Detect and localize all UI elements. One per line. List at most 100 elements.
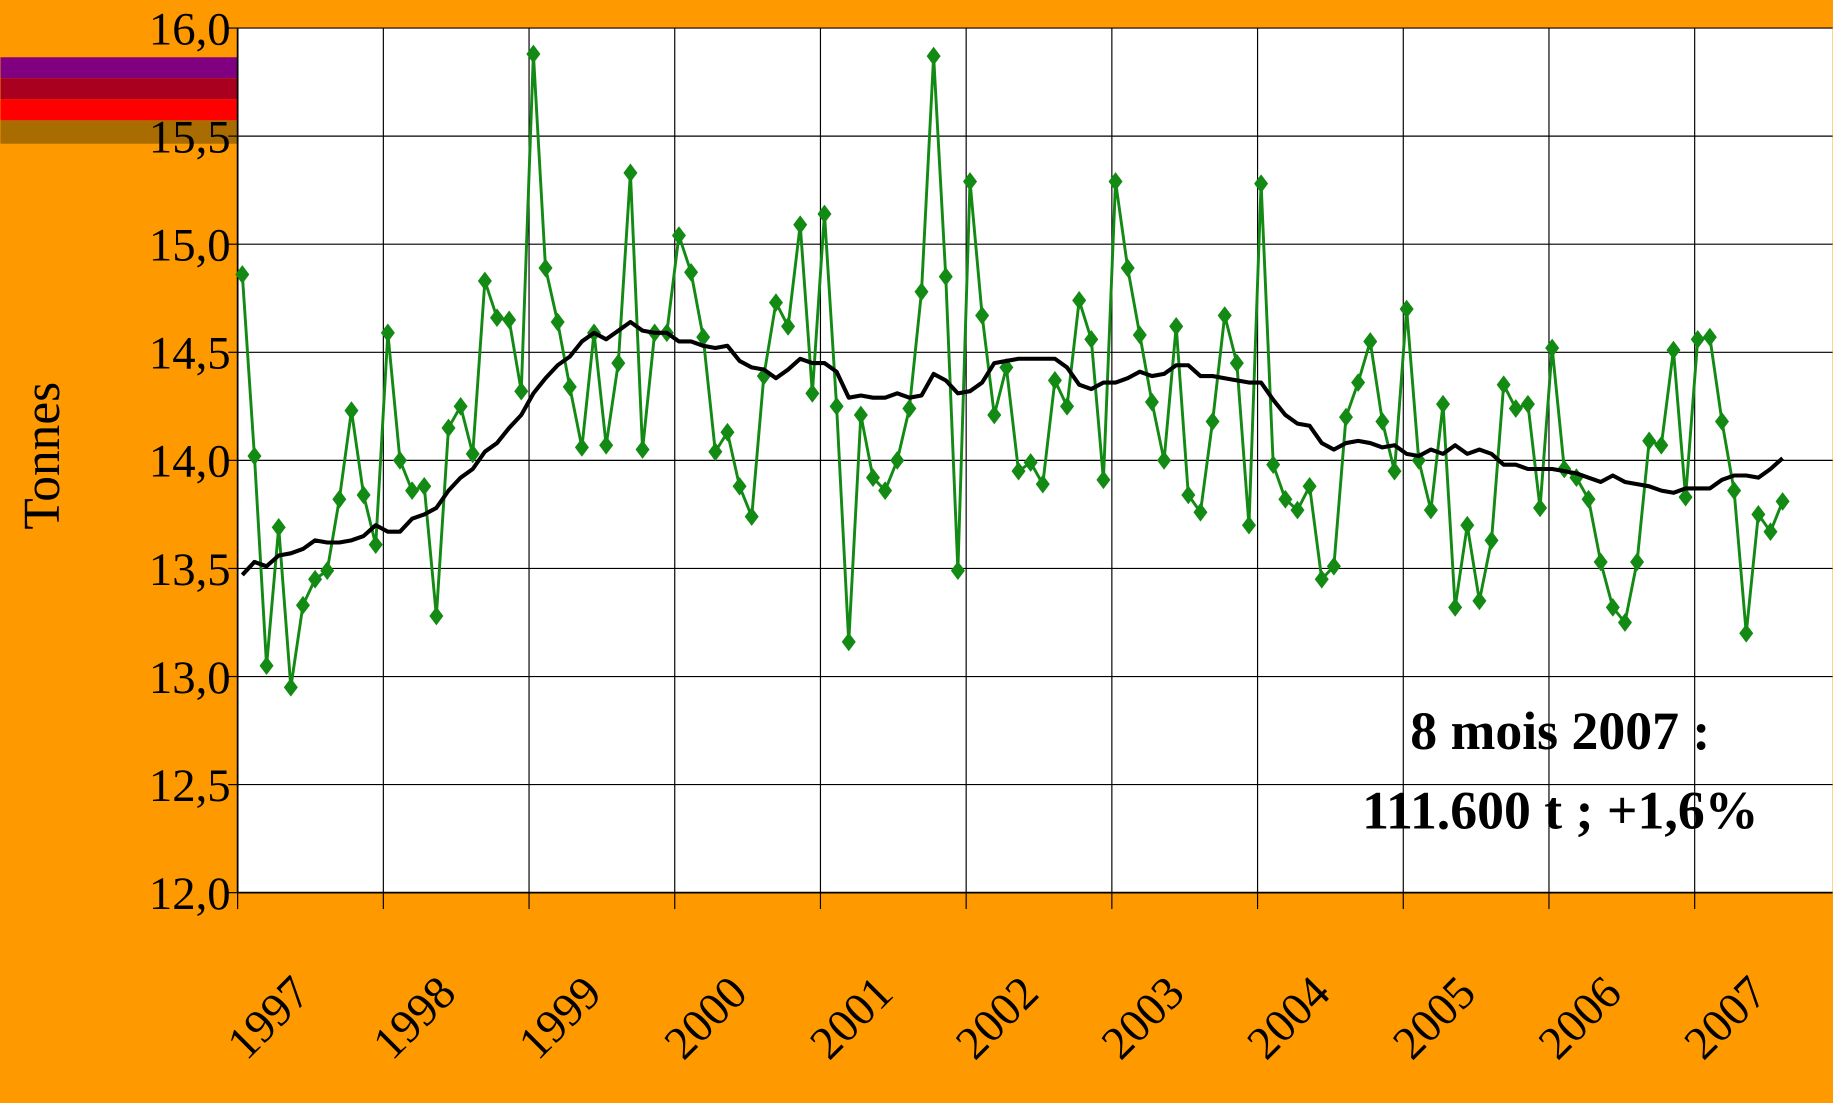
marker xyxy=(720,422,735,442)
marker xyxy=(1072,291,1087,310)
marker xyxy=(878,481,893,500)
marker xyxy=(696,327,711,347)
annotation: 8 mois 2007 : xyxy=(1410,701,1710,761)
annotation: 111.600 t ; +1,6% xyxy=(1362,780,1758,840)
marker xyxy=(635,440,650,459)
marker xyxy=(247,446,262,466)
marker xyxy=(283,677,298,697)
marker xyxy=(1423,500,1438,520)
marker xyxy=(502,310,517,330)
marker xyxy=(1508,399,1523,418)
marker xyxy=(1630,552,1645,572)
decor-bar xyxy=(0,78,238,100)
y-tick-label: 15,5 xyxy=(149,111,231,163)
marker xyxy=(320,561,335,580)
marker xyxy=(1690,329,1705,349)
marker xyxy=(793,215,808,235)
marker xyxy=(1581,489,1596,509)
marker xyxy=(562,377,577,397)
marker xyxy=(1144,392,1159,412)
marker xyxy=(914,282,929,302)
marker xyxy=(1120,258,1135,278)
marker xyxy=(975,306,990,325)
marker xyxy=(950,561,965,580)
marker xyxy=(1011,461,1026,481)
y-tick-label: 12,0 xyxy=(149,868,231,920)
marker xyxy=(1496,375,1511,395)
marker xyxy=(1023,453,1038,472)
marker xyxy=(1060,396,1075,416)
marker xyxy=(1290,500,1305,520)
marker xyxy=(938,267,953,286)
marker xyxy=(1254,174,1269,194)
y-tick-label: 14,5 xyxy=(149,328,231,380)
marker xyxy=(526,44,541,64)
marker xyxy=(781,316,796,336)
marker xyxy=(380,323,395,343)
y-tick-label: 12,5 xyxy=(149,760,231,812)
marker xyxy=(768,293,783,312)
marker xyxy=(599,435,614,455)
marker xyxy=(477,271,492,291)
marker xyxy=(344,401,359,420)
y-axis-label: Tonnes xyxy=(14,382,71,530)
marker xyxy=(1545,338,1560,358)
marker xyxy=(1326,556,1341,576)
marker xyxy=(1375,412,1390,431)
marker xyxy=(1338,407,1354,427)
marker xyxy=(489,308,505,328)
marker xyxy=(429,606,444,626)
marker xyxy=(514,381,529,401)
y-tick-label: 13,0 xyxy=(149,652,231,704)
marker xyxy=(1205,412,1220,431)
marker xyxy=(1678,487,1693,507)
marker xyxy=(1217,306,1232,325)
marker xyxy=(684,262,699,282)
marker xyxy=(671,226,686,245)
marker xyxy=(1047,371,1062,390)
marker xyxy=(805,384,820,403)
marker xyxy=(308,569,323,589)
marker xyxy=(865,468,880,488)
marker xyxy=(841,632,856,652)
marker xyxy=(1278,489,1293,509)
y-tick-label: 13,5 xyxy=(149,544,231,596)
marker xyxy=(1714,412,1729,431)
marker xyxy=(963,172,978,191)
marker xyxy=(987,405,1002,425)
marker xyxy=(368,535,383,555)
marker xyxy=(1181,485,1196,505)
marker xyxy=(550,312,565,332)
marker xyxy=(708,442,723,462)
decor-bar xyxy=(0,57,238,79)
marker xyxy=(356,485,371,505)
series-line xyxy=(240,319,1784,577)
decor-bar xyxy=(0,120,238,144)
y-tick-label: 15,0 xyxy=(149,220,231,272)
marker xyxy=(235,265,250,284)
marker xyxy=(1727,481,1742,500)
marker xyxy=(902,399,917,418)
marker xyxy=(453,396,468,416)
marker xyxy=(1654,435,1669,455)
marker xyxy=(574,438,589,457)
marker xyxy=(611,353,626,373)
marker xyxy=(1399,299,1414,319)
marker xyxy=(1084,329,1099,349)
marker xyxy=(441,418,456,438)
marker xyxy=(853,405,868,425)
marker xyxy=(1108,172,1123,191)
marker xyxy=(1763,522,1778,542)
marker xyxy=(1363,332,1378,351)
y-tick-label: 14,0 xyxy=(149,436,231,488)
marker xyxy=(1666,340,1681,360)
marker xyxy=(392,451,407,470)
y-tick-label: 16,0 xyxy=(149,3,231,55)
marker xyxy=(417,476,432,496)
marker xyxy=(1169,316,1184,336)
marker xyxy=(732,476,747,496)
marker xyxy=(926,46,941,66)
marker xyxy=(259,656,274,676)
marker xyxy=(829,396,844,416)
